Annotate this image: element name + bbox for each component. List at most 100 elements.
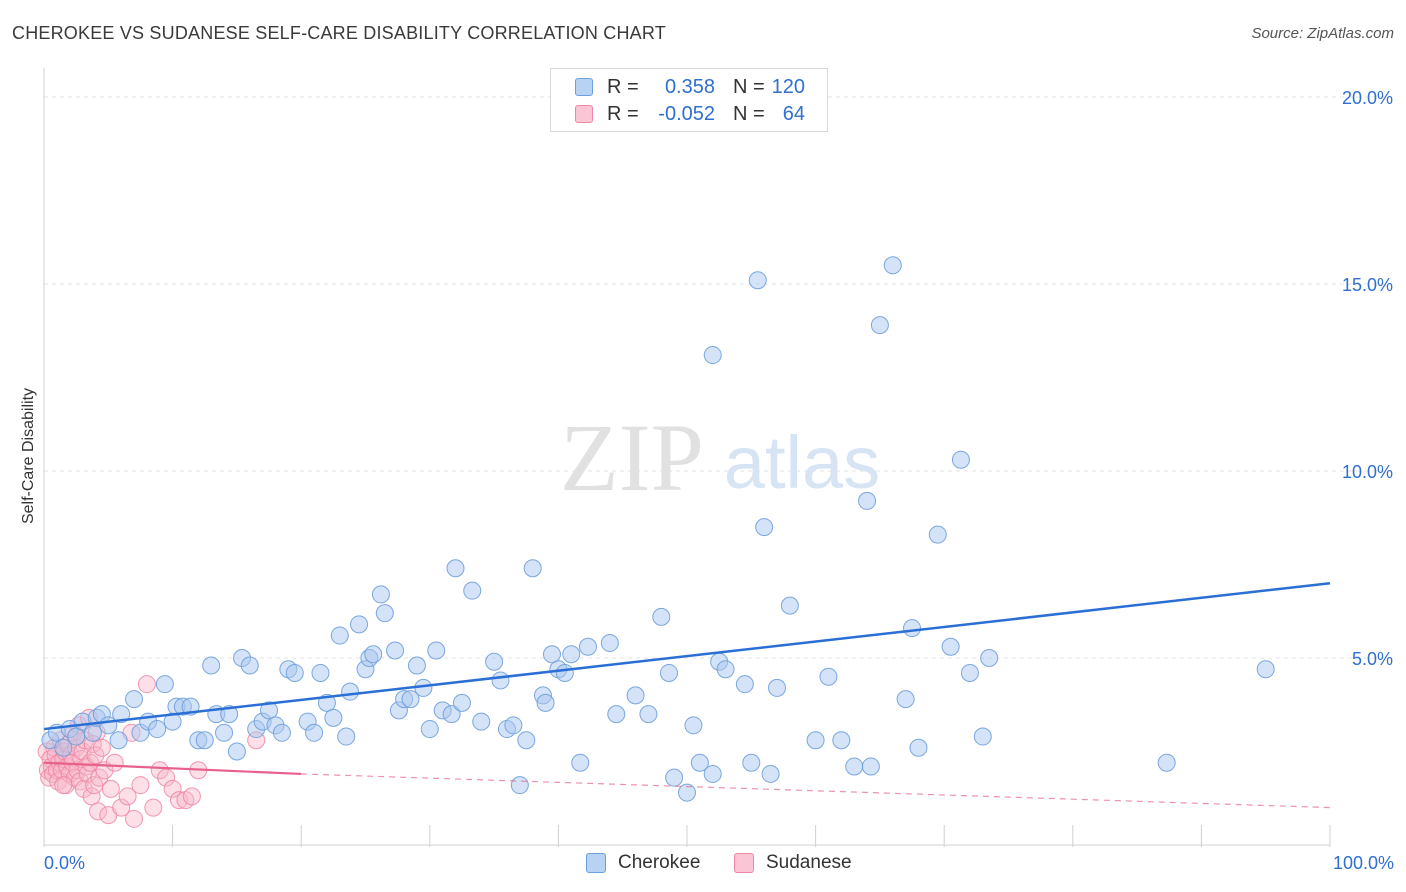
cherokee-point: [678, 783, 696, 802]
cherokee-point: [420, 720, 439, 739]
cherokee-point: [951, 450, 970, 469]
cherokee-point: [446, 559, 465, 578]
cherokee-point: [626, 686, 645, 705]
cherokee-point: [883, 256, 902, 275]
cherokee-point: [195, 731, 214, 750]
cherokee-point: [463, 581, 482, 600]
sudanese-point: [157, 768, 176, 787]
sudanese-point: [150, 761, 169, 780]
source-label: Source: ZipAtlas.com: [1251, 25, 1394, 42]
cherokee-point: [858, 491, 877, 510]
sudanese-point: [86, 746, 105, 765]
sudanese-point: [131, 776, 150, 795]
sudanese-point: [125, 809, 144, 828]
cherokee-swatch: [575, 78, 593, 96]
sudanese-swatch: [575, 105, 593, 123]
cherokee-point: [472, 712, 491, 731]
legend-label-cherokee: Cherokee: [618, 852, 701, 873]
cherokee-point: [973, 727, 992, 746]
sudanese-point: [74, 779, 93, 798]
cherokee-point: [485, 652, 504, 671]
cherokee-point: [845, 757, 864, 776]
cherokee-point: [517, 731, 536, 750]
sudanese-point: [54, 776, 73, 795]
cherokee-point: [755, 518, 774, 537]
cherokee-point: [555, 663, 574, 682]
cherokee-point: [54, 738, 73, 757]
cherokee-point: [227, 742, 246, 761]
cherokee-point: [407, 656, 426, 675]
cherokee-point: [652, 607, 671, 626]
cherokee-point: [903, 619, 922, 638]
cherokee-point: [806, 731, 825, 750]
sudanese-point: [137, 675, 156, 694]
cherokee-point: [684, 716, 703, 735]
cherokee-point: [330, 626, 349, 645]
sudanese-legend-swatch: [734, 853, 754, 873]
cherokee-point: [659, 663, 678, 682]
sudanese-point: [82, 787, 101, 806]
y-tick-label: 15.0%: [1342, 275, 1393, 295]
cherokee-point: [980, 649, 999, 667]
cherokee-point: [1157, 753, 1176, 772]
cherokee-point: [639, 705, 658, 724]
cherokee-point: [305, 723, 324, 742]
sudanese-point: [89, 802, 108, 821]
cherokee-point: [607, 705, 626, 724]
sudanese-trend-line: [43, 761, 302, 776]
cherokee-point: [665, 768, 684, 787]
cherokee-point: [371, 585, 390, 604]
cherokee-point: [504, 716, 523, 735]
grid-lines: [44, 96, 1392, 659]
cherokee-point: [941, 637, 960, 656]
sudanese-point: [92, 738, 111, 757]
cherokee-point: [748, 271, 767, 290]
legend-row-cherokee: R = 0.358 N = 120: [575, 75, 805, 99]
watermark: ZIP atlas: [560, 404, 880, 511]
cherokee-point: [311, 663, 330, 682]
sudanese-point: [101, 779, 120, 798]
cherokee-point: [703, 764, 722, 783]
cherokee-point: [112, 705, 131, 724]
cherokee-point: [83, 723, 102, 742]
cherokee-point: [215, 723, 234, 742]
y-tick-labels: 5.0% 10.0% 15.0% 20.0%: [1342, 88, 1393, 669]
axes: [43, 68, 1331, 847]
legend-item-cherokee: Cherokee: [586, 852, 700, 874]
cherokee-point: [341, 682, 360, 701]
cherokee-point: [240, 656, 259, 675]
sudanese-point: [112, 798, 131, 817]
cherokee-point: [491, 671, 510, 690]
y-tick-label: 20.0%: [1342, 88, 1393, 108]
cherokee-point: [861, 757, 880, 776]
r-label: R =: [607, 75, 639, 98]
cherokee-point: [109, 731, 128, 750]
cherokee-point: [285, 663, 304, 682]
cherokee-point: [386, 641, 405, 660]
cherokee-point: [401, 690, 420, 709]
n-label: N =: [733, 102, 765, 125]
correlation-legend: R = 0.358 N = 120 R = -0.052 N = 64: [550, 68, 828, 132]
sudanese-point: [163, 779, 182, 798]
cherokee-point: [928, 525, 947, 544]
cherokee-point: [442, 705, 461, 724]
cherokee-point: [155, 675, 174, 694]
cherokee-point: [578, 637, 597, 656]
legend-label-sudanese: Sudanese: [766, 852, 852, 873]
cherokee-point: [523, 559, 542, 578]
sudanese-point: [105, 753, 124, 772]
cherokee-point: [896, 690, 915, 709]
cherokee-legend-swatch: [586, 853, 606, 873]
cherokee-point: [220, 705, 239, 724]
cherokee-point: [690, 753, 709, 772]
series-legend: Cherokee Sudanese: [0, 852, 1406, 876]
cherokee-point: [364, 645, 383, 664]
legend-row-sudanese: R = -0.052 N = 64: [575, 102, 805, 126]
cherokee-point: [780, 596, 799, 615]
cherokee-point: [324, 708, 343, 727]
cherokee-point: [350, 615, 369, 634]
cherokee-point: [427, 641, 446, 660]
cherokee-point: [870, 316, 889, 335]
sudanese-point: [118, 787, 137, 806]
